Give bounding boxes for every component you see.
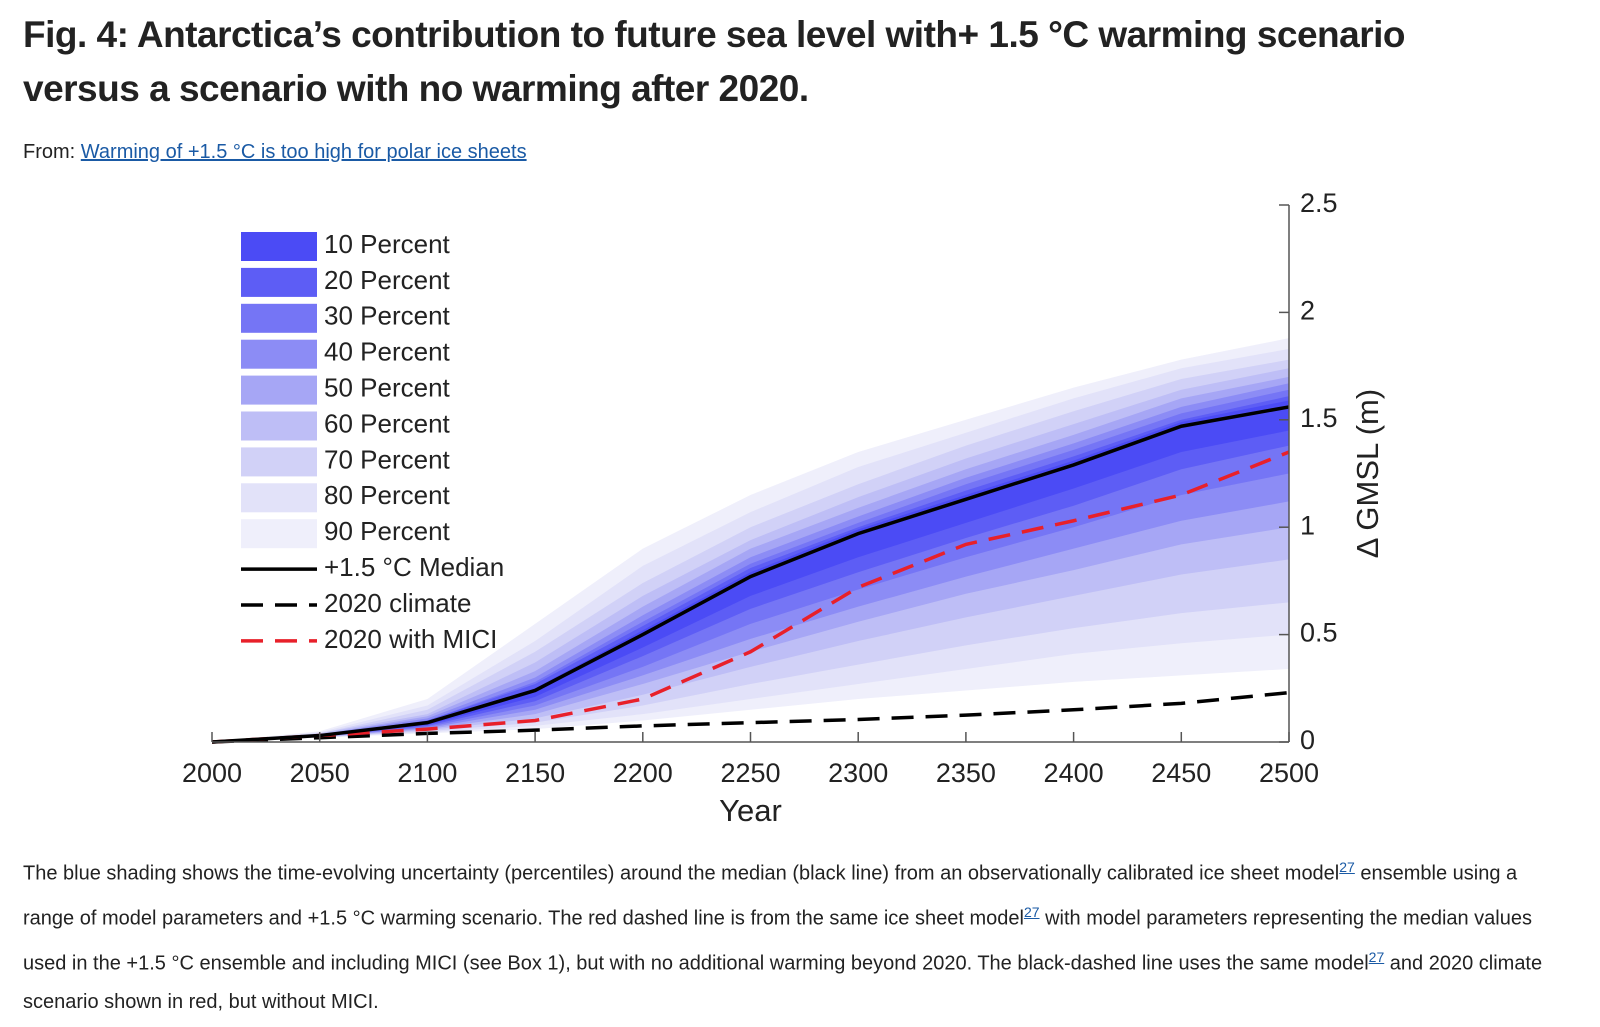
x-tick-label: 2450 <box>1151 758 1211 788</box>
legend-swatch <box>241 232 317 261</box>
legend-label: 70 Percent <box>324 444 451 474</box>
legend-label: 60 Percent <box>324 408 451 438</box>
caption: The blue shading shows the time-evolving… <box>23 848 1563 1022</box>
legend-label: 40 Percent <box>324 337 451 367</box>
legend-label: 30 Percent <box>324 301 451 331</box>
y-tick-label: 1.5 <box>1300 403 1338 433</box>
x-tick-label: 2100 <box>397 758 457 788</box>
percentile-band <box>212 400 1289 742</box>
y-tick-label: 0.5 <box>1300 618 1338 648</box>
y-tick-label: 2 <box>1300 296 1315 326</box>
legend-swatch <box>241 411 317 441</box>
x-tick-label: 2150 <box>505 758 565 788</box>
legend-swatch <box>241 483 317 513</box>
reference-link[interactable]: 27 <box>1368 949 1385 966</box>
x-tick-label: 2000 <box>182 758 242 788</box>
legend-label: 90 Percent <box>324 516 451 546</box>
legend-swatch <box>241 303 317 333</box>
x-tick-label: 2200 <box>613 758 673 788</box>
source-line: From: Warming of +1.5 °C is too high for… <box>23 141 527 164</box>
x-tick-label: 2400 <box>1044 758 1104 788</box>
x-tick-label: 2300 <box>828 758 888 788</box>
series-line <box>211 450 1290 744</box>
x-tick-label: 2350 <box>936 758 996 788</box>
x-tick-label: 2050 <box>290 758 350 788</box>
legend-swatch <box>241 267 317 297</box>
legend-label: 80 Percent <box>324 480 451 510</box>
y-tick-label: 1 <box>1300 510 1315 540</box>
source-link[interactable]: Warming of +1.5 °C is too high for polar… <box>80 141 527 163</box>
series-line <box>211 405 1290 744</box>
from-label: From: <box>23 141 76 163</box>
x-axis-label: Year <box>719 793 782 828</box>
legend-label: 20 Percent <box>324 265 451 295</box>
x-tick-label: 2500 <box>1259 758 1319 788</box>
caption-text: with model parameters representing the m… <box>23 907 1532 975</box>
series-line <box>211 690 1290 744</box>
legend-label: +1.5 °C Median <box>324 552 504 582</box>
reference-link[interactable]: 27 <box>1023 904 1040 921</box>
legend-label: 10 Percent <box>324 229 451 259</box>
legend-label: 50 Percent <box>324 372 451 402</box>
legend-label: 2020 climate <box>324 588 471 618</box>
x-tick-label: 2250 <box>720 758 780 788</box>
legend-swatch <box>241 447 317 477</box>
y-tick-label: 0 <box>1300 725 1315 755</box>
reference-link[interactable]: 27 <box>1339 859 1355 875</box>
legend-swatch <box>241 339 317 369</box>
caption-text: ensemble using a range of model paramete… <box>23 862 1518 930</box>
figure-title: Fig. 4: Antarctica’s contribution to fut… <box>23 14 1406 109</box>
legend-swatch <box>241 375 317 405</box>
y-tick-label: 2.5 <box>1300 188 1338 218</box>
legend-swatch <box>241 519 317 549</box>
caption-text: and 2020 climate scenario shown in red, … <box>23 952 1543 1014</box>
caption-text: The blue shading shows the time-evolving… <box>23 862 1340 885</box>
y-axis-label: Δ GMSL (m) <box>1350 389 1385 558</box>
legend-label: 2020 with MICI <box>324 624 497 654</box>
